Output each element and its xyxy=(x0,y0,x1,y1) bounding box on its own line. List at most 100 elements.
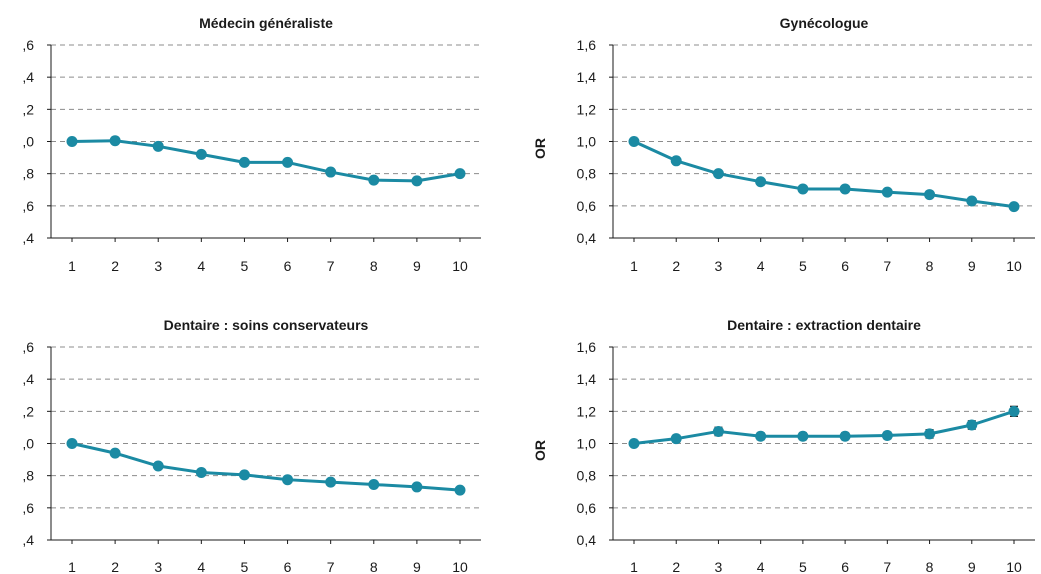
y-axis-label: OR xyxy=(532,440,548,461)
x-tick-label: 1 xyxy=(68,258,76,274)
x-tick-label: 1 xyxy=(630,258,638,274)
data-point xyxy=(454,484,466,496)
data-point xyxy=(881,429,893,441)
series-line xyxy=(633,140,1015,209)
y-tick-label: 1,4 xyxy=(577,69,597,85)
chart-panel-4: Dentaire : extraction dentaire 0,4 0,6 0,8 1… xyxy=(532,317,1035,574)
x-tick-label: 10 xyxy=(1006,258,1022,274)
data-point xyxy=(411,175,423,187)
y-tick-label: ,8 xyxy=(22,166,34,182)
x-tick-label: 6 xyxy=(841,258,849,274)
x-tick-label: 7 xyxy=(327,258,335,274)
chart-panel-3: Dentaire : soins conservateurs ,4 ,6 ,8 ,0 ,2… xyxy=(22,317,481,574)
chart-title: Dentaire : extraction dentaire xyxy=(727,317,921,333)
x-tick-label: 9 xyxy=(968,559,976,574)
y-tick-label: ,4 xyxy=(22,532,34,548)
data-point xyxy=(755,430,767,442)
y-tick-label: 1,0 xyxy=(577,436,597,452)
y-tick-label: ,6 xyxy=(22,500,34,516)
x-tick-label: 2 xyxy=(672,559,680,574)
data-point xyxy=(454,168,466,180)
y-tick-label: ,0 xyxy=(22,436,34,452)
data-point xyxy=(1008,201,1020,213)
data-point xyxy=(1008,405,1020,417)
x-tick-label: 8 xyxy=(926,559,934,574)
data-point xyxy=(712,425,724,437)
y-tick-label: ,6 xyxy=(22,37,34,53)
x-tick-label: 7 xyxy=(883,258,891,274)
y-tick-label: 1,6 xyxy=(577,339,597,355)
x-tick-label: 9 xyxy=(413,258,421,274)
chart-title: Gynécologue xyxy=(780,15,869,31)
y-tick-label: ,2 xyxy=(22,403,34,419)
data-point xyxy=(66,438,78,449)
data-point xyxy=(924,428,936,440)
x-tick-label: 7 xyxy=(883,559,891,574)
x-tick-label: 9 xyxy=(968,258,976,274)
x-tick-label: 10 xyxy=(452,258,468,274)
y-tick-label: 0,6 xyxy=(577,500,597,516)
x-tick-label: 8 xyxy=(370,258,378,274)
y-axis-label: OR xyxy=(532,138,548,159)
data-point xyxy=(966,419,978,431)
data-point xyxy=(966,195,978,207)
y-tick-label: 0,4 xyxy=(577,532,597,548)
chart-title: Dentaire : soins conservateurs xyxy=(164,317,369,333)
data-point xyxy=(282,474,294,486)
x-tick-label: 3 xyxy=(715,258,723,274)
data-point xyxy=(712,168,724,180)
y-tick-label: 1,6 xyxy=(577,37,597,53)
x-tick-label: 8 xyxy=(370,559,378,574)
x-tick-label: 6 xyxy=(841,559,849,574)
y-tick-label: 0,6 xyxy=(577,198,597,214)
data-point xyxy=(411,481,423,493)
x-tick-label: 8 xyxy=(926,258,934,274)
x-tick-label: 5 xyxy=(799,258,807,274)
data-point xyxy=(755,176,767,188)
data-point xyxy=(109,447,121,459)
y-tick-label: ,6 xyxy=(22,339,34,355)
series-line xyxy=(71,442,461,492)
data-point xyxy=(282,156,294,168)
y-tick-label: ,4 xyxy=(22,230,34,246)
x-tick-label: 1 xyxy=(630,559,638,574)
y-tick-label: 1,0 xyxy=(577,134,597,150)
data-point xyxy=(325,166,337,178)
data-point xyxy=(924,189,936,201)
data-point xyxy=(628,438,640,449)
x-tick-label: 6 xyxy=(284,258,292,274)
y-tick-label: 1,4 xyxy=(577,371,597,387)
x-tick-label: 10 xyxy=(1006,559,1022,574)
x-tick-label: 3 xyxy=(715,559,723,574)
data-point xyxy=(66,136,78,147)
data-point xyxy=(195,148,207,160)
data-point xyxy=(195,466,207,478)
y-tick-label: 1,2 xyxy=(577,403,597,419)
y-tick-label: ,2 xyxy=(22,101,34,117)
x-tick-label: 4 xyxy=(197,559,205,574)
data-point xyxy=(839,183,851,195)
data-point xyxy=(238,469,250,481)
y-tick-label: 1,2 xyxy=(577,101,597,117)
series-line xyxy=(71,139,461,183)
x-tick-label: 6 xyxy=(284,559,292,574)
x-tick-label: 2 xyxy=(111,559,119,574)
y-tick-label: 0,8 xyxy=(577,468,597,484)
data-point xyxy=(797,183,809,195)
x-tick-label: 5 xyxy=(241,559,249,574)
x-tick-label: 3 xyxy=(154,258,162,274)
x-tick-label: 4 xyxy=(757,258,765,274)
y-tick-label: ,4 xyxy=(22,69,34,85)
data-point xyxy=(368,174,380,186)
x-tick-label: 4 xyxy=(757,559,765,574)
y-tick-label: 0,4 xyxy=(577,230,597,246)
data-point xyxy=(152,140,164,152)
x-tick-label: 2 xyxy=(672,258,680,274)
chart-panel-2: Gynécologue 0,4 0,6 0,8 1,0 1,2 1,4 1,6 1 2 3 4 5 6 7 8… xyxy=(532,15,1035,274)
y-tick-label: ,4 xyxy=(22,371,34,387)
y-tick-label: ,8 xyxy=(22,468,34,484)
data-point xyxy=(628,136,640,147)
x-tick-label: 9 xyxy=(413,559,421,574)
series-line xyxy=(633,409,1015,445)
